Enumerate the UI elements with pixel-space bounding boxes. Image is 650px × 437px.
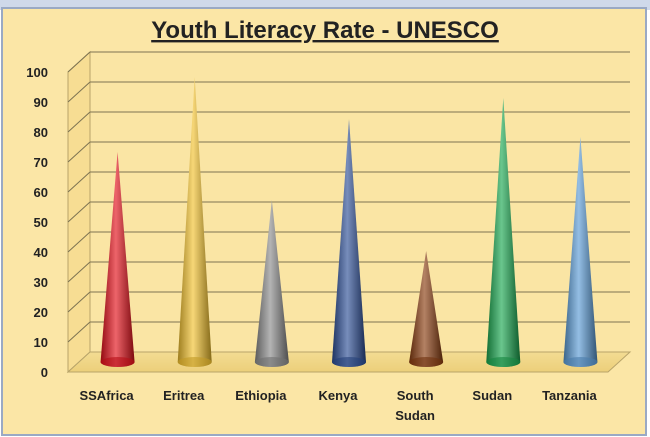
gridline-depth (67, 171, 91, 193)
gridlines (67, 51, 630, 343)
cone-body (563, 137, 598, 367)
cone-body (409, 251, 444, 367)
y-tick-label: 50 (34, 215, 48, 230)
cones (100, 77, 598, 367)
gridline-depth (67, 141, 91, 163)
y-tick-label: 80 (34, 125, 48, 140)
x-tick-label: SSAfrica (79, 388, 134, 403)
x-axis-ticks: SSAfrica Eritrea Ethiopia Kenya South Sudan Su… (79, 388, 597, 423)
cone-body (332, 119, 366, 367)
cone-base (100, 357, 135, 367)
x-tick-label: Kenya (318, 388, 358, 403)
cone-base (332, 357, 366, 367)
cone-body (254, 200, 289, 367)
y-tick-label: 40 (34, 245, 48, 260)
gridline-depth (67, 111, 91, 133)
gridline-depth (67, 231, 91, 253)
cone-body (486, 98, 521, 367)
cone-base (563, 357, 598, 367)
cone-base (486, 357, 521, 367)
gridline-depth (67, 261, 91, 283)
cone-sudan (486, 98, 521, 367)
y-tick-label: 30 (34, 275, 48, 290)
cone-base (409, 357, 444, 367)
gridline-depth (67, 291, 91, 313)
x-tick-label: Tanzania (542, 388, 597, 403)
cone-ssafrica (100, 152, 135, 367)
gridline-depth (67, 201, 91, 223)
y-tick-label: 70 (34, 155, 48, 170)
x-tick-label: South (397, 388, 434, 403)
y-tick-label: 10 (34, 335, 48, 350)
gridline-depth (67, 51, 91, 73)
gridline-depth (67, 81, 91, 103)
x-tick-label: Sudan (472, 388, 512, 403)
header-strip (0, 0, 650, 10)
cone-body (100, 152, 135, 367)
cone-kenya (332, 119, 366, 367)
cone-tanzania (563, 137, 598, 367)
y-tick-label: 100 (26, 65, 48, 80)
gridline-depth (67, 321, 91, 343)
y-tick-label: 20 (34, 305, 48, 320)
y-tick-label: 90 (34, 95, 48, 110)
cone-ethiopia (254, 200, 289, 367)
cone-base (177, 357, 212, 367)
x-tick-label: Eritrea (163, 388, 205, 403)
y-tick-label: 60 (34, 185, 48, 200)
cone-eritrea (177, 77, 212, 367)
cone-south-sudan (409, 251, 444, 367)
y-axis-ticks: 0 10 20 30 40 50 60 70 80 90 100 (26, 65, 48, 380)
chart-title: Youth Literacy Rate - UNESCO (151, 17, 499, 44)
x-tick-label: Ethiopia (235, 388, 287, 403)
y-tick-label: 0 (41, 365, 48, 380)
cone-base (254, 357, 289, 367)
cone-body (177, 77, 212, 367)
x-tick-label: Sudan (395, 408, 435, 423)
